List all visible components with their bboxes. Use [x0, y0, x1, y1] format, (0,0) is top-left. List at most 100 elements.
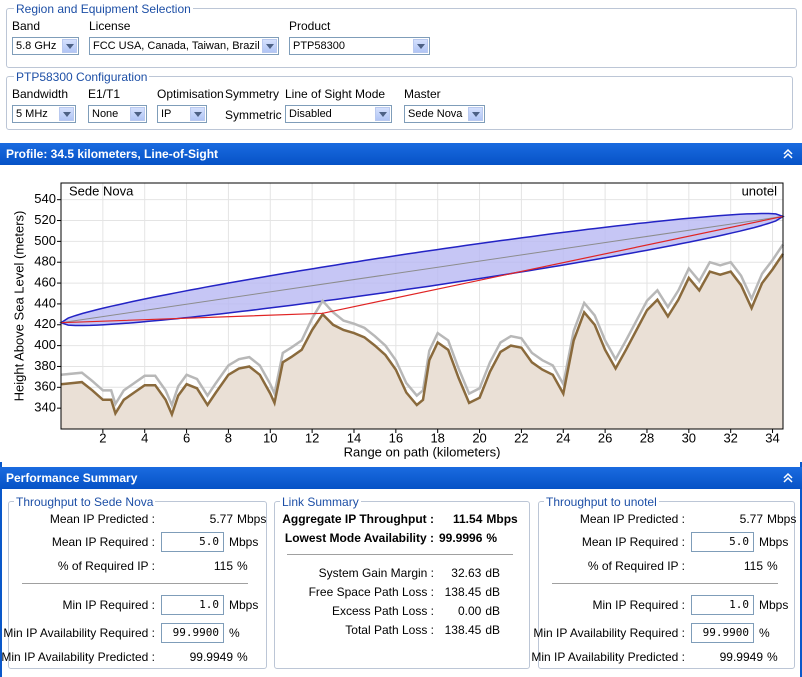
region-group: [6, 8, 797, 68]
dropdown-button[interactable]: [468, 107, 483, 121]
site-label: unotel: [742, 183, 778, 198]
dropdown-button[interactable]: [130, 107, 145, 121]
unit: dB: [485, 623, 500, 637]
row-label: % of Required IP :: [57, 559, 155, 573]
row-label: Min IP Availability Predicted :: [531, 650, 685, 664]
row-unit: Mbps: [767, 512, 797, 526]
dropdown-button[interactable]: [262, 39, 277, 53]
row-unit: Mbps: [759, 598, 789, 612]
input-field[interactable]: 99.9900: [161, 623, 224, 643]
x-tick-label: 6: [183, 430, 190, 445]
profile-header[interactable]: Profile: 34.5 kilometers, Line-of-Sight: [0, 143, 802, 165]
row-label: Min IP Availability Required :: [533, 626, 685, 640]
dropdown-value: None: [92, 108, 119, 120]
row-value: 5.77: [209, 512, 233, 526]
dropdown[interactable]: 5 MHz: [12, 105, 76, 123]
dropdown-value: 5 MHz: [16, 108, 48, 120]
row-unit: %: [767, 650, 778, 664]
dropdown[interactable]: None: [88, 105, 147, 123]
arrow: [266, 44, 274, 49]
value: 99.9996: [439, 531, 483, 545]
arrow: [472, 112, 480, 117]
dropdown[interactable]: FCC USA, Canada, Taiwan, Brazil: [89, 37, 279, 55]
row-unit: Mbps: [229, 598, 259, 612]
dropdown-button[interactable]: [413, 39, 428, 53]
dropdown[interactable]: 5.8 GHz: [12, 37, 79, 55]
value: 0.00: [457, 604, 482, 618]
input-field[interactable]: 5.0: [691, 532, 754, 552]
separator: [287, 554, 513, 555]
summary-frame: [0, 462, 802, 677]
unit: dB: [485, 604, 500, 618]
dropdown-value: FCC USA, Canada, Taiwan, Brazil: [93, 40, 260, 52]
row-value: 5.77: [739, 512, 763, 526]
arrow: [194, 112, 202, 117]
group-title: Region and Equipment Selection: [14, 2, 193, 16]
x-tick-label: 8: [225, 430, 232, 445]
y-tick-label: 520: [34, 212, 56, 227]
row-value: 138.45 dB: [445, 622, 500, 638]
dropdown-button[interactable]: [62, 39, 77, 53]
x-tick-label: 18: [430, 430, 444, 445]
x-tick-label: 24: [556, 430, 570, 445]
group-title: Link Summary: [280, 495, 361, 509]
row-value: 115: [743, 559, 763, 573]
input-field[interactable]: 5.0: [161, 532, 224, 552]
summary-title: Performance Summary: [6, 471, 138, 485]
x-tick-label: 26: [598, 430, 612, 445]
dropdown-value: Sede Nova: [408, 108, 463, 120]
dropdown-value: Disabled: [289, 108, 332, 120]
summary-header[interactable]: Performance Summary: [0, 467, 802, 489]
dropdown-value: 5.8 GHz: [16, 40, 57, 52]
arrow: [134, 112, 142, 117]
row-value: 115: [213, 559, 233, 573]
dropdown[interactable]: Disabled: [285, 105, 392, 123]
dropdown-button[interactable]: [375, 107, 390, 121]
row-label: Mean IP Predicted :: [579, 512, 685, 526]
row-label: Total Path Loss :: [345, 623, 434, 637]
collapse-icon[interactable]: [782, 148, 794, 160]
y-tick-label: 440: [34, 295, 56, 310]
x-tick-label: 28: [640, 430, 654, 445]
row-unit: %: [767, 559, 778, 573]
row-unit: %: [237, 559, 248, 573]
row-label: Mean IP Predicted :: [49, 512, 155, 526]
y-tick-label: 380: [34, 358, 56, 373]
arrow: [379, 112, 387, 117]
y-tick-label: 500: [34, 233, 56, 248]
y-tick-label: 460: [34, 275, 56, 290]
collapse-icon[interactable]: [782, 472, 794, 484]
row-label: Min IP Required :: [62, 598, 156, 612]
x-axis-title: Range on path (kilometers): [344, 444, 501, 459]
dropdown-button[interactable]: [59, 107, 74, 121]
group-title: Throughput to unotel: [544, 495, 659, 509]
link-group: [274, 501, 530, 669]
field-label: Symmetry: [225, 87, 279, 101]
row-value: 99.9949: [189, 650, 233, 664]
terrain-area: [61, 253, 783, 429]
terrain-line: [60, 253, 785, 418]
row-unit: %: [759, 626, 770, 640]
dropdown[interactable]: Sede Nova: [404, 105, 485, 123]
row-label: Mean IP Required :: [51, 535, 155, 549]
field-label: Product: [289, 19, 331, 33]
dropdown-button[interactable]: [190, 107, 205, 121]
unit: Mbps: [486, 512, 518, 526]
row-value: 11.54 Mbps: [453, 511, 518, 527]
dropdown[interactable]: IP: [157, 105, 207, 123]
config-group: [6, 76, 793, 130]
dropdown[interactable]: PTP58300: [289, 37, 430, 55]
row-label: Aggregate IP Throughput :: [282, 512, 434, 526]
input-field[interactable]: 99.9900: [691, 623, 754, 643]
x-tick-label: 12: [305, 430, 319, 445]
x-tick-label: 20: [472, 430, 486, 445]
row-unit: Mbps: [759, 535, 789, 549]
row-label: Min IP Availability Required :: [3, 626, 155, 640]
row-label: Min IP Availability Predicted :: [1, 650, 155, 664]
input-field[interactable]: 1.0: [691, 595, 754, 615]
value: 11.54: [453, 512, 483, 526]
row-label: Free Space Path Loss :: [308, 585, 434, 599]
input-field[interactable]: 1.0: [161, 595, 224, 615]
y-tick-label: 480: [34, 254, 56, 269]
row-value: 0.00 dB: [458, 603, 500, 619]
